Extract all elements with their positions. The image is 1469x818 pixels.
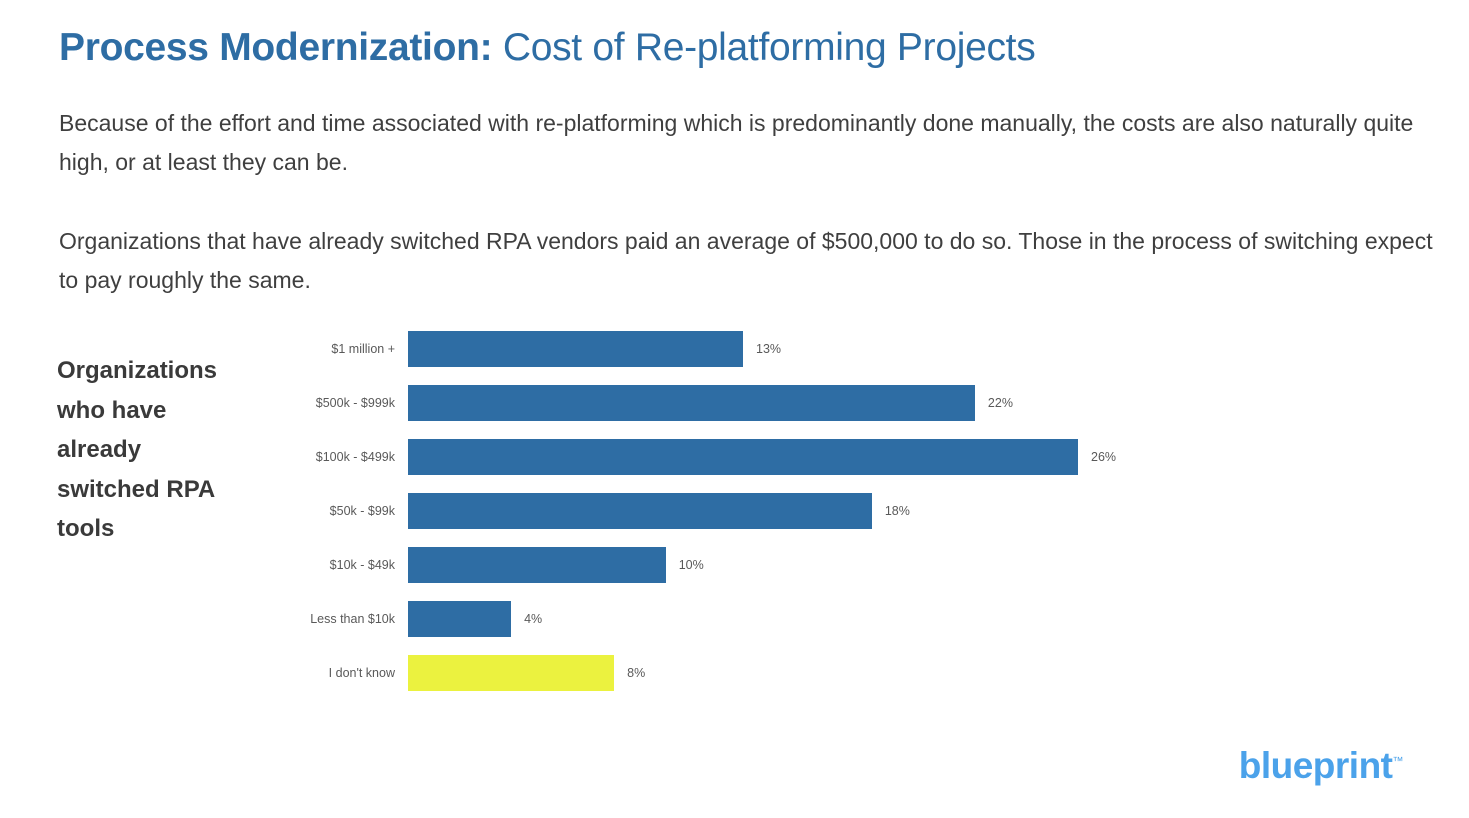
category-label: Less than $10k — [310, 612, 395, 626]
category-label: $1 million + — [331, 342, 395, 356]
chart-caption: Organizations who have already switched … — [57, 357, 218, 542]
chart-row: $1 million + 13% — [0, 322, 1260, 376]
value-label: 18% — [884, 504, 910, 518]
chart-row: $10k - $49k 10% — [0, 538, 1260, 592]
chart-row: I don't know 8% — [0, 646, 1260, 700]
bar — [408, 331, 743, 367]
value-label: 22% — [987, 396, 1013, 410]
value-label: 4% — [524, 612, 543, 626]
category-label: $10k - $49k — [329, 558, 395, 572]
bar — [408, 439, 1078, 475]
bar — [408, 493, 872, 529]
detail-paragraph: Organizations that have already switched… — [59, 228, 1433, 293]
value-label: 13% — [756, 342, 782, 356]
category-label: $500k - $999k — [315, 396, 395, 410]
title-emphasis: Process Modernization: — [59, 26, 493, 69]
logo-trademark: ™ — [1392, 755, 1404, 768]
logo-text: blueprint — [1238, 745, 1393, 786]
bar-chart: $1 million + 13% $500k - $999k 22% $100k - $… — [0, 322, 1260, 700]
value-label: 10% — [678, 558, 704, 572]
value-label: 8% — [627, 666, 646, 680]
bar — [408, 601, 512, 637]
page-title: Process Modernization: Cost of Re-platfo… — [59, 26, 1036, 70]
category-label: $100k - $499k — [315, 450, 395, 464]
category-label: I don't know — [328, 666, 395, 680]
bar — [408, 385, 975, 421]
title-subtitle: Cost of Re-platforming Projects — [492, 26, 1036, 69]
category-label: $50k - $99k — [329, 504, 395, 518]
chart-row: $100k - $499k 26% — [0, 430, 1260, 484]
value-label: 26% — [1091, 450, 1117, 464]
blueprint-logo: blueprint™ — [1238, 745, 1404, 786]
bar — [408, 655, 615, 691]
chart-row: Less than $10k 4% — [0, 592, 1260, 646]
intro-paragraph: Because of the effort and time associate… — [59, 110, 1414, 175]
chart-row: $500k - $999k 22% — [0, 376, 1260, 430]
bar — [408, 547, 666, 583]
chart-row: $50k - $99k 18% — [0, 484, 1260, 538]
